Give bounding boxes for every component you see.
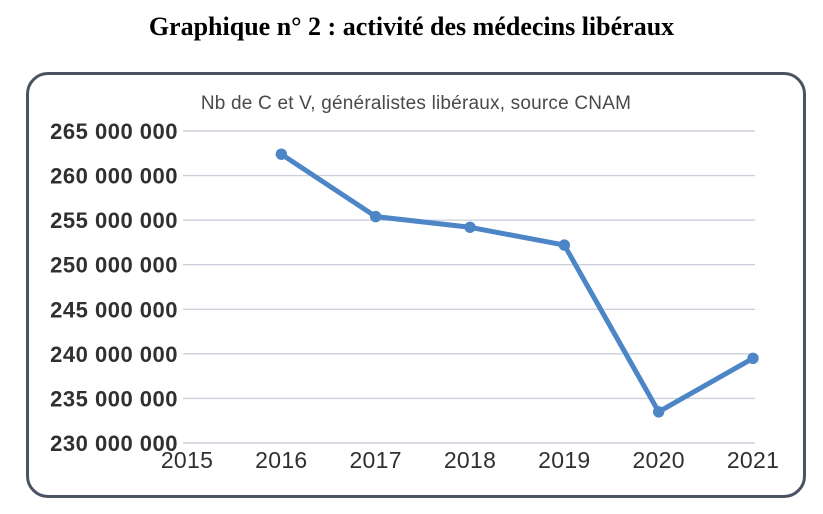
page-title: Graphique n° 2 : activité des médecins l… (148, 12, 675, 41)
chart-title: Nb de C et V, généralistes libéraux, sou… (200, 93, 632, 114)
chart-panel (26, 72, 806, 498)
